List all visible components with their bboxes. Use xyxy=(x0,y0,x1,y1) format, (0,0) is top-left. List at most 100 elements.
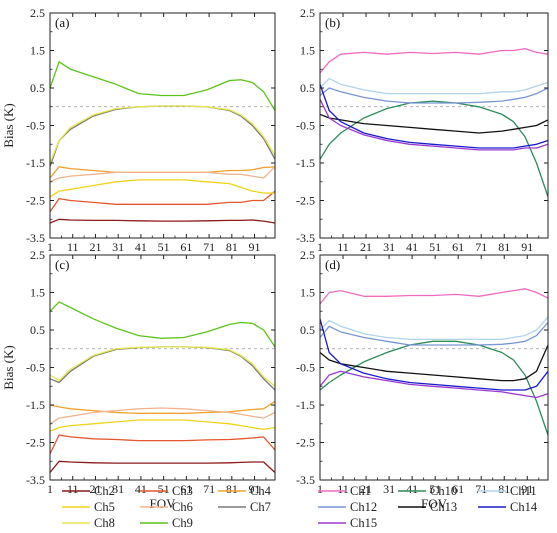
panel-label: (c) xyxy=(55,257,69,272)
x-tick-label: 81 xyxy=(226,482,238,496)
series-line-ch3 xyxy=(49,190,276,213)
series-line-ch11 xyxy=(319,77,549,95)
y-tick-label: -2.5 xyxy=(26,436,45,450)
legend-label: Ch4 xyxy=(250,484,272,498)
y-tick-label: -3.5 xyxy=(26,231,45,245)
legend-item-ch14: Ch14 xyxy=(478,500,538,514)
x-tick-label: 41 xyxy=(406,482,418,496)
legend-label: Ch7 xyxy=(250,500,271,514)
y-tick-label: 0.5 xyxy=(300,323,315,337)
series-line-ch14 xyxy=(319,318,549,391)
panel-d: -3.5-2.5-1.5-0.50.51.52.51 11 21 31 41 51 61 71… xyxy=(296,248,549,511)
x-tick-label: 21 xyxy=(360,240,372,254)
legend-label: Ch1 xyxy=(350,484,371,498)
legend-label: Ch13 xyxy=(430,500,457,514)
legend-item-ch4: Ch4 xyxy=(218,484,272,498)
panel-b: -3.5-2.5-1.5-0.50.51.52.51 11 21 31 41 51 61 71… xyxy=(296,6,549,254)
x-tick-label: 51 xyxy=(158,240,170,254)
y-tick-label: 0.5 xyxy=(30,81,45,95)
x-tick-label: 1 xyxy=(47,240,53,254)
legend-label: Ch2 xyxy=(94,484,115,498)
series-line-ch2 xyxy=(49,460,276,473)
series-line-ch13 xyxy=(319,344,549,382)
series-line-ch1 xyxy=(319,47,549,74)
legend-item-ch12: Ch12 xyxy=(318,500,377,514)
x-tick-label: 91 xyxy=(521,482,533,496)
x-tick-label: 91 xyxy=(249,240,261,254)
x-tick-label: 21 xyxy=(89,482,101,496)
legend-item-ch7: Ch7 xyxy=(218,500,271,514)
series-line-ch11 xyxy=(319,316,549,341)
x-tick-label: 61 xyxy=(180,482,192,496)
y-tick-label: -1.5 xyxy=(26,156,45,170)
y-tick-label: -3.5 xyxy=(296,231,315,245)
series-line-ch15 xyxy=(319,370,549,399)
x-tick-label: 11 xyxy=(67,482,79,496)
y-tick-label: -1.5 xyxy=(296,398,315,412)
series-line-ch5 xyxy=(49,179,275,198)
legend-item-ch8: Ch8 xyxy=(62,516,115,530)
legend-label: Ch12 xyxy=(350,500,377,514)
legend-label: Ch9 xyxy=(172,516,193,530)
x-tick-label: 71 xyxy=(475,482,487,496)
y-tick-label: -2.5 xyxy=(296,436,315,450)
legend-label: Ch5 xyxy=(94,500,115,514)
legend-item-ch10: Ch10 xyxy=(398,484,457,498)
x-tick-label: 41 xyxy=(135,240,147,254)
x-tick-label: 11 xyxy=(337,240,349,254)
legend-label: Ch8 xyxy=(94,516,115,530)
series-line-ch5 xyxy=(49,419,276,432)
x-tick-label: 51 xyxy=(429,482,441,496)
series-line-ch4 xyxy=(49,400,276,414)
x-tick-label: 71 xyxy=(475,240,487,254)
x-tick-label: 81 xyxy=(498,482,510,496)
x-tick-label: 61 xyxy=(452,240,464,254)
legend-item-ch9: Ch9 xyxy=(140,516,193,530)
legend-label: Ch6 xyxy=(172,500,193,514)
x-tick-label: 1 xyxy=(317,482,323,496)
x-tick-label: 91 xyxy=(249,482,261,496)
y-tick-label: 2.5 xyxy=(300,248,315,262)
y-axis-title: Bias (K) xyxy=(1,103,16,147)
legend-label: Ch15 xyxy=(350,516,377,530)
series-line-ch6 xyxy=(49,166,276,183)
x-tick-label: 61 xyxy=(452,482,464,496)
series-line-ch10 xyxy=(319,100,549,198)
legend-item-ch5: Ch5 xyxy=(62,500,115,514)
series-line-ch8 xyxy=(49,346,276,387)
x-axis-title: FOV xyxy=(421,496,448,511)
series-line-ch14 xyxy=(319,84,549,149)
x-tick-label: 11 xyxy=(337,482,349,496)
x-tick-label: 11 xyxy=(67,240,79,254)
series-line-ch12 xyxy=(319,322,549,346)
legend-item-ch3: Ch3 xyxy=(140,484,193,498)
x-tick-label: 81 xyxy=(498,240,510,254)
y-tick-label: -1.5 xyxy=(296,156,315,170)
y-tick-label: -2.5 xyxy=(296,194,315,208)
x-tick-label: 71 xyxy=(203,240,215,254)
panel-label: (a) xyxy=(55,15,69,30)
y-tick-label: -0.5 xyxy=(26,119,45,133)
legend-right: Ch1 Ch10 Ch11 Ch12 Ch13 Ch14 Ch15 xyxy=(318,484,538,530)
y-tick-label: -1.5 xyxy=(26,398,45,412)
y-tick-label: 0.5 xyxy=(30,323,45,337)
x-tick-label: 61 xyxy=(180,240,192,254)
legend-item-ch6: Ch6 xyxy=(140,500,193,514)
x-tick-label: 91 xyxy=(521,240,533,254)
y-tick-label: -0.5 xyxy=(296,361,315,375)
y-tick-label: -2.5 xyxy=(26,194,45,208)
x-tick-label: 31 xyxy=(112,240,124,254)
y-tick-label: -3.5 xyxy=(26,473,45,487)
y-axis-title: Bias (K) xyxy=(1,345,16,389)
x-tick-label: 1 xyxy=(317,240,323,254)
panel-a: -3.5-2.5-1.5-0.50.51.52.51 11 21 31 41 51 61 71… xyxy=(1,6,276,254)
x-tick-label: 71 xyxy=(203,482,215,496)
legend-label: Ch14 xyxy=(510,500,538,514)
panel-label: (b) xyxy=(325,15,340,30)
series-line-ch2 xyxy=(49,218,276,224)
y-tick-label: -3.5 xyxy=(296,473,315,487)
legend-item-ch15: Ch15 xyxy=(318,516,377,530)
legend-label: Ch10 xyxy=(430,484,457,498)
series-line-ch12 xyxy=(319,87,549,104)
